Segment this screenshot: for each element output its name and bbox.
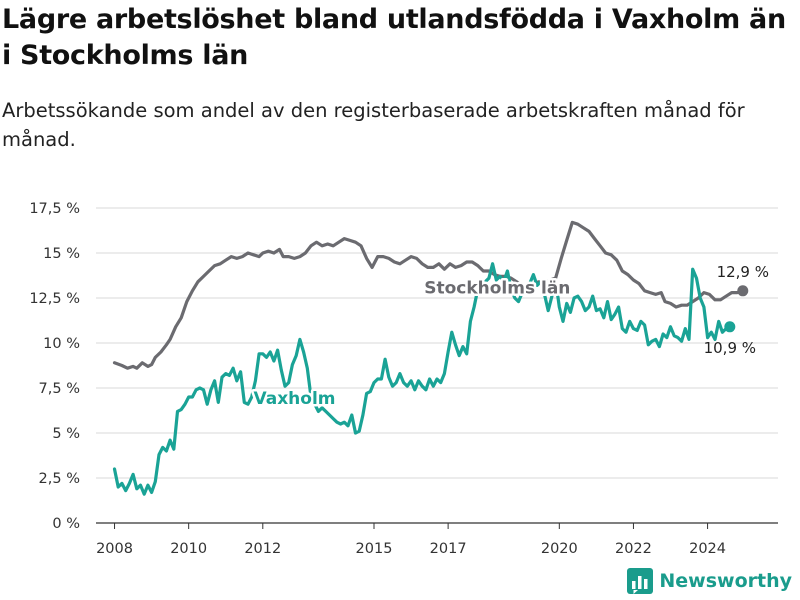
x-tick-label: 2017 [430,541,467,557]
brand-name: Newsworthy [659,570,792,592]
y-tick-label: 17,5 % [29,201,80,217]
y-tick-label: 0 % [52,516,80,532]
x-tick-label: 2022 [615,541,652,557]
y-tick-label: 5 % [52,426,80,442]
x-tick-label: 2012 [244,541,281,557]
y-tick-label: 12,5 % [29,291,80,307]
x-tick-label: 2010 [170,541,207,557]
end-value-label-stockholms-lan: 12,9 % [717,263,769,281]
y-tick-label: 7,5 % [39,381,80,397]
y-tick-label: 15 % [43,246,80,262]
brand: Newsworthy [627,568,792,594]
page-title: Lägre arbetslöshet bland utlandsfödda i … [2,4,786,71]
y-axis: 0 % 2,5 % 5 % 7,5 % 10 % 12,5 % 15 % 17,5 % [29,201,80,532]
x-tick-label: 2020 [541,541,578,557]
grid [96,207,778,524]
end-value-label-vaxholm: 10,9 % [704,339,756,357]
series-labels: 12,9 % 10,9 % Stockholms län Vaxholm [251,263,769,412]
series-line-vaxholm [112,262,732,496]
series-end-dot-vaxholm [724,321,736,333]
series-end-dot-stockholms-lan [737,285,749,297]
x-tick-label: 2015 [356,541,393,557]
series-line-stockholms-lan [112,220,745,370]
x-tick-label: 2024 [689,541,726,557]
y-tick-label: 10 % [43,336,80,352]
series-lines [112,220,749,496]
newsworthy-logo-icon [627,568,654,594]
x-tick-label: 2008 [96,541,133,557]
series-name-stockholms-lan: Stockholms län [424,279,570,299]
x-axis: 2008 2010 2012 2015 2017 2020 2022 2024 [96,523,726,557]
series-name-vaxholm: Vaxholm [254,389,336,409]
chart-subtitle: Arbetssökande som andel av den registerb… [2,99,745,151]
y-tick-label: 2,5 % [39,471,80,487]
